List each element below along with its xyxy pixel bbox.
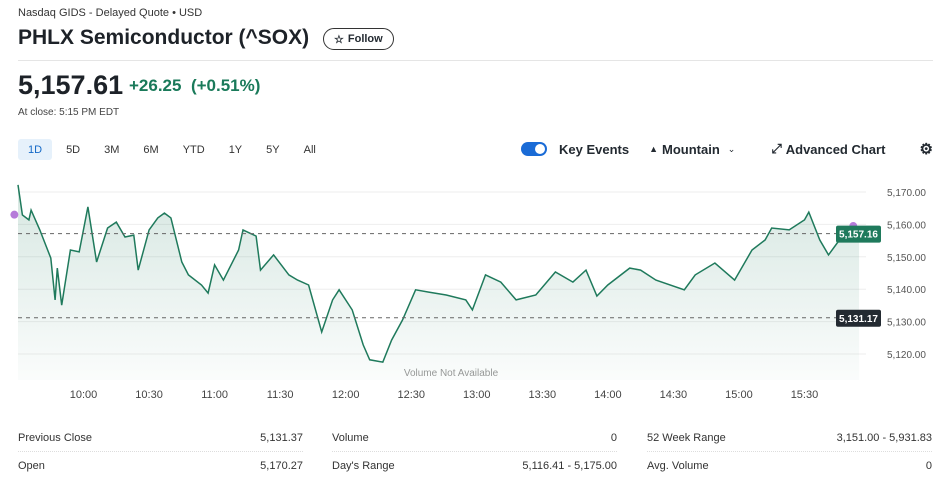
stat-avg-volume: Avg. Volume 0: [647, 460, 932, 480]
stat-label: Previous Close: [18, 432, 92, 444]
quote-source: Nasdaq GIDS - Delayed Quote • USD: [18, 7, 203, 19]
change-value: +26.25: [129, 76, 182, 95]
y-tick-label: 5,150.00: [887, 253, 926, 264]
range-tab-all[interactable]: All: [303, 143, 316, 156]
x-tick-label: 11:30: [267, 389, 294, 401]
stat-value: 0: [925, 460, 932, 472]
close-time: At close: 5:15 PM EDT: [18, 107, 120, 118]
stat-value: 5,131.37: [260, 432, 303, 444]
stat-value: 5,170.27: [260, 460, 303, 472]
stat-volume: Volume 0: [332, 432, 617, 452]
change-percent: (+0.51%): [190, 76, 261, 95]
x-tick-label: 14:00: [594, 389, 622, 401]
key-events-toggle[interactable]: Key Events: [521, 142, 629, 157]
chart-toolbar: Key Events ▲ Mountain ⌄ ⤢ Advanced Chart ⚙: [521, 140, 933, 158]
stat-open: Open 5,170.27: [18, 460, 303, 480]
y-tick-label: 5,130.00: [887, 318, 926, 329]
stat-value: 5,116.41 - 5,175.00: [522, 460, 617, 472]
stat-label: Day's Range: [332, 460, 395, 472]
advanced-chart-button[interactable]: ⤢ Advanced Chart: [771, 141, 885, 157]
range-tab-ytd[interactable]: YTD: [182, 143, 205, 156]
stat-value: 3,151.00 - 5,931.83: [836, 432, 932, 444]
range-tab-6m[interactable]: 6M: [143, 143, 159, 156]
advanced-chart-label: Advanced Chart: [785, 141, 886, 157]
toggle-switch[interactable]: [521, 142, 547, 156]
x-tick-label: 14:30: [660, 389, 688, 401]
x-tick-label: 12:00: [332, 389, 360, 401]
range-tab-5y[interactable]: 5Y: [266, 143, 280, 156]
star-icon: ☆: [334, 33, 344, 46]
divider: [18, 60, 933, 61]
key-event-marker: [10, 210, 19, 219]
range-tab-1y[interactable]: 1Y: [228, 143, 243, 156]
price-change: +26.25 (+0.51%): [129, 76, 260, 96]
x-tick-label: 10:30: [135, 389, 163, 401]
current-price-badge: [836, 225, 881, 243]
x-tick-label: 13:30: [529, 389, 557, 401]
x-tick-label: 15:00: [725, 389, 753, 401]
stat-label: Open: [18, 460, 45, 472]
y-tick-label: 5,170.00: [887, 188, 926, 199]
chevron-down-icon: ⌄: [727, 143, 736, 154]
stat-label: Avg. Volume: [647, 460, 709, 472]
chart-type-dropdown[interactable]: ▲ Mountain ⌄: [649, 142, 735, 157]
price-chart[interactable]: 5,170.00 5,160.00 5,150.00 5,140.00 5,130.00…: [0, 175, 943, 410]
stat-previous-close: Previous Close 5,131.37: [18, 432, 303, 452]
range-tab-5d[interactable]: 5D: [66, 143, 81, 156]
mountain-icon: ▲: [649, 144, 659, 154]
x-tick-label: 13:00: [463, 389, 491, 401]
previous-close-label: 5,131.17: [839, 314, 878, 325]
follow-label: Follow: [347, 33, 383, 45]
stat-value: 0: [610, 432, 617, 444]
expand-icon: ⤢: [771, 141, 782, 156]
x-tick-label: 10:00: [70, 389, 98, 401]
y-tick-label: 5,120.00: [887, 350, 926, 361]
y-tick-label: 5,160.00: [887, 220, 926, 231]
x-tick-label: 15:30: [791, 389, 819, 401]
current-price: 5,157.61: [18, 70, 124, 100]
previous-close-badge: [836, 309, 881, 327]
stat-label: 52 Week Range: [647, 432, 726, 444]
key-events-label: Key Events: [559, 141, 630, 157]
gear-icon[interactable]: ⚙: [919, 141, 933, 158]
stat-52-week-range: 52 Week Range 3,151.00 - 5,931.83: [647, 432, 932, 452]
chart-type-label: Mountain: [662, 141, 720, 157]
range-tab-1d[interactable]: 1D: [18, 139, 53, 160]
stat-label: Volume: [332, 432, 369, 444]
y-tick-label: 5,140.00: [887, 285, 926, 296]
x-tick-label: 11:00: [201, 389, 228, 401]
range-tab-3m[interactable]: 3M: [104, 143, 120, 156]
x-tick-label: 12:30: [397, 389, 425, 401]
page-title: PHLX Semiconductor (^SOX): [18, 26, 310, 49]
stat-days-range: Day's Range 5,116.41 - 5,175.00: [332, 460, 617, 480]
area-fill: [18, 184, 860, 380]
price-line: [17, 184, 860, 363]
follow-button[interactable]: ☆ Follow: [323, 28, 394, 50]
range-tabs: 1D 5D 3M 6M YTD 1Y 5Y All: [18, 139, 330, 160]
current-price-label: 5,157.16: [839, 230, 878, 241]
